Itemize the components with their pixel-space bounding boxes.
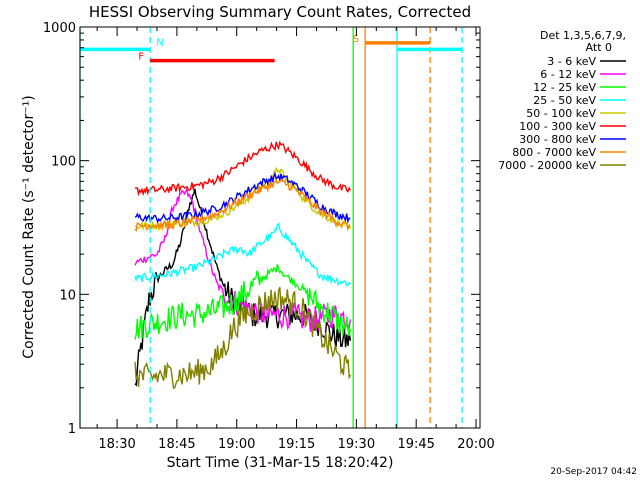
legend-entry-label: 12 - 25 keV [533,81,596,94]
legend-title: Det 1,3,5,6,7,9, [540,29,626,42]
x-tick-label: 19:15 [278,437,315,452]
y-tick-label: 1000 [43,21,76,36]
legend-title: Att 0 [586,41,612,54]
legend-entry-label: 3 - 6 keV [547,55,596,68]
y-axis: 1 10 100 1000 [43,21,480,437]
legend-entry-label: 50 - 100 keV [526,107,596,120]
x-tick-label: 20:00 [457,437,494,452]
legend-entry-label: 25 - 50 keV [533,94,596,107]
annotation-label-n: N [156,37,163,48]
series-line-0 [134,188,352,387]
legend-entry-label: 6 - 12 keV [540,68,596,81]
x-axis: 18:30 18:45 19:00 19:15 19:30 19:45 20:00 [96,27,495,452]
x-axis-label: Start Time (31-Mar-15 18:20:42) [167,455,394,471]
annotation-label-f: F [138,52,144,63]
legend-entry-label: 300 - 800 keV [519,133,596,146]
plot-area: F N S [79,27,463,428]
chart-title: HESSI Observing Summary Count Rates, Cor… [89,3,471,21]
series-line-5 [134,140,351,197]
legend-entry-label: 100 - 300 keV [519,120,596,133]
x-tick-label: 19:00 [218,437,255,452]
y-tick-label: 1 [68,422,76,437]
y-axis-label: Corrected Count Rate (s⁻¹ detector⁻¹) [21,95,37,358]
annotation-label-s: S [353,34,359,45]
legend-entry-label: 7000 - 20000 keV [498,159,596,172]
series-line-2 [134,264,352,340]
y-tick-label: 10 [59,288,76,303]
series-line-7 [134,178,351,232]
series-line-6 [134,171,351,224]
plot-frame [79,26,481,429]
x-tick-label: 19:30 [338,437,375,452]
x-tick-label: 19:45 [397,437,434,452]
legend-entry-label: 800 - 7000 keV [512,146,596,159]
series-line-8 [134,286,352,389]
x-tick-label: 18:45 [158,437,195,452]
y-tick-label: 100 [51,155,76,170]
series-line-3 [134,222,351,287]
x-tick-label: 18:30 [98,437,135,452]
footer-timestamp: 20-Sep-2017 04:42 [550,467,637,477]
